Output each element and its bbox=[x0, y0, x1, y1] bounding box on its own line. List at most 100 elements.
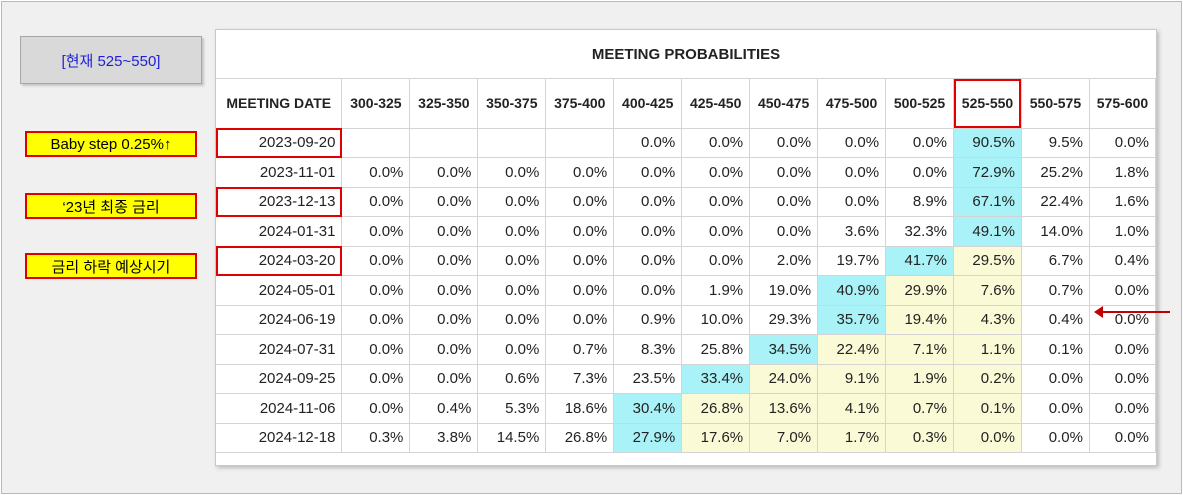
probability-cell: 7.1% bbox=[885, 334, 955, 365]
probability-cell: 18.6% bbox=[545, 393, 615, 424]
probability-cell: 0.0% bbox=[613, 216, 683, 247]
probability-cell: 0.0% bbox=[409, 157, 479, 188]
probability-cell: 25.2% bbox=[1020, 157, 1090, 188]
probability-cell: 0.0% bbox=[409, 363, 479, 394]
probability-cell: 0.0% bbox=[409, 216, 479, 247]
current-rate-label: [현재 525~550] bbox=[20, 36, 202, 84]
probability-cell: 0.3% bbox=[341, 422, 411, 453]
column-header-375-400: 375-400 bbox=[545, 79, 615, 129]
table-row: 2024-09-25 0.0% 0.0% 0.6% 7.3% 23.5% 33.4% 24.0… bbox=[216, 363, 1157, 394]
column-header-425-450: 425-450 bbox=[681, 79, 751, 129]
probability-cell: 0.0% bbox=[817, 186, 887, 217]
probability-cell: 4.3% bbox=[953, 304, 1022, 335]
table-row: 2023-12-13 0.0% 0.0% 0.0% 0.0% 0.0% 0.0% 0.0% 0.… bbox=[216, 186, 1157, 217]
probability-cell: 1.8% bbox=[1088, 157, 1157, 188]
header-row: MEETING DATE 300-325 325-350 350-375 375-400… bbox=[216, 79, 1157, 129]
meeting-date-cell: 2023-11-01 bbox=[216, 157, 343, 188]
probability-cell: 1.6% bbox=[1088, 186, 1157, 217]
probability-cell: 0.0% bbox=[681, 216, 751, 247]
probability-cell: 0.0% bbox=[1088, 363, 1157, 394]
column-header-meeting-date: MEETING DATE bbox=[216, 79, 343, 129]
probability-cell: 0.0% bbox=[1088, 334, 1157, 365]
probability-cell: 0.0% bbox=[1020, 393, 1090, 424]
probability-cell bbox=[545, 127, 615, 158]
probability-cell: 3.6% bbox=[817, 216, 887, 247]
probability-cell: 0.0% bbox=[545, 275, 615, 306]
callout-rate-cut-timing: 금리 하락 예상시기 bbox=[25, 253, 197, 279]
probability-cell: 0.7% bbox=[885, 393, 955, 424]
probability-cell: 0.6% bbox=[477, 363, 547, 394]
probability-cell: 90.5% bbox=[953, 127, 1022, 158]
probability-cell: 22.4% bbox=[1020, 186, 1090, 217]
probability-cell: 0.0% bbox=[1020, 363, 1090, 394]
meeting-date-cell: 2024-12-18 bbox=[216, 422, 343, 453]
probability-cell: 0.7% bbox=[1020, 275, 1090, 306]
probability-cell: 0.0% bbox=[749, 216, 819, 247]
probability-cell: 3.8% bbox=[409, 422, 479, 453]
probability-cell: 0.0% bbox=[749, 186, 819, 217]
probability-cell: 0.0% bbox=[1088, 127, 1157, 158]
probability-cell: 0.0% bbox=[341, 275, 411, 306]
probability-cell: 13.6% bbox=[749, 393, 819, 424]
column-header-325-350: 325-350 bbox=[409, 79, 479, 129]
probability-cell: 0.0% bbox=[613, 275, 683, 306]
probability-cell: 0.0% bbox=[341, 334, 411, 365]
probability-cell: 10.0% bbox=[681, 304, 751, 335]
probability-cell: 0.0% bbox=[409, 245, 479, 276]
probability-cell: 0.0% bbox=[681, 245, 751, 276]
probability-cell: 26.8% bbox=[681, 393, 751, 424]
probability-cell: 0.0% bbox=[409, 304, 479, 335]
probability-cell: 0.0% bbox=[817, 127, 887, 158]
probabilities-panel: MEETING PROBABILITIES MEETING DATE 300-32… bbox=[215, 29, 1170, 466]
probability-cell: 29.9% bbox=[885, 275, 955, 306]
probability-cell: 0.1% bbox=[953, 393, 1022, 424]
probability-cell: 0.4% bbox=[1020, 304, 1090, 335]
meeting-date-cell: 2024-07-31 bbox=[216, 334, 343, 365]
probability-cell: 0.0% bbox=[545, 304, 615, 335]
table-row: 2023-11-01 0.0% 0.0% 0.0% 0.0% 0.0% 0.0% 0.0% 0.… bbox=[216, 157, 1157, 188]
probability-cell: 29.3% bbox=[749, 304, 819, 335]
probability-cell: 0.0% bbox=[613, 157, 683, 188]
probability-cell: 0.0% bbox=[613, 245, 683, 276]
probability-cell: 35.7% bbox=[817, 304, 887, 335]
probability-cell: 0.0% bbox=[1088, 422, 1157, 453]
callout-final-rate: ‘23년 최종 금리 bbox=[25, 193, 197, 219]
probability-cell: 0.0% bbox=[477, 186, 547, 217]
column-header-300-325: 300-325 bbox=[341, 79, 411, 129]
probability-cell: 30.4% bbox=[613, 393, 683, 424]
column-header-350-375: 350-375 bbox=[477, 79, 547, 129]
column-header-575-600: 575-600 bbox=[1088, 79, 1157, 129]
probability-cell: 0.0% bbox=[545, 157, 615, 188]
probability-cell: 0.0% bbox=[341, 304, 411, 335]
probability-cell: 49.1% bbox=[953, 216, 1022, 247]
probability-cell: 0.0% bbox=[477, 275, 547, 306]
column-header-500-525: 500-525 bbox=[885, 79, 955, 129]
probability-cell: 0.0% bbox=[341, 216, 411, 247]
meeting-date-cell: 2023-09-20 bbox=[216, 127, 343, 158]
probability-cell: 22.4% bbox=[817, 334, 887, 365]
probability-cell: 17.6% bbox=[681, 422, 751, 453]
probability-cell: 26.8% bbox=[545, 422, 615, 453]
column-header-550-575: 550-575 bbox=[1020, 79, 1090, 129]
probability-cell: 0.0% bbox=[409, 334, 479, 365]
probability-cell: 14.0% bbox=[1020, 216, 1090, 247]
probability-cell: 0.0% bbox=[1020, 422, 1090, 453]
probability-cell: 9.1% bbox=[817, 363, 887, 394]
probability-cell: 0.0% bbox=[681, 127, 751, 158]
table-row: 2024-05-01 0.0% 0.0% 0.0% 0.0% 0.0% 1.9% 19.0% 4… bbox=[216, 275, 1157, 306]
probability-cell: 8.9% bbox=[885, 186, 955, 217]
table-row: 2023-09-20 0.0% 0.0% 0.0% 0.0% 0.0% 90.5% 9.5% 0… bbox=[216, 127, 1157, 158]
probability-cell: 6.7% bbox=[1020, 245, 1090, 276]
probability-cell: 23.5% bbox=[613, 363, 683, 394]
column-header-475-500: 475-500 bbox=[817, 79, 887, 129]
probability-cell: 0.0% bbox=[477, 216, 547, 247]
probability-cell: 2.0% bbox=[749, 245, 819, 276]
probability-cell: 19.0% bbox=[749, 275, 819, 306]
probability-cell: 40.9% bbox=[817, 275, 887, 306]
probability-cell: 72.9% bbox=[953, 157, 1022, 188]
probability-cell: 1.7% bbox=[817, 422, 887, 453]
probability-cell: 24.0% bbox=[749, 363, 819, 394]
probability-cell: 7.0% bbox=[749, 422, 819, 453]
probability-cell: 0.0% bbox=[409, 186, 479, 217]
probability-cell: 0.0% bbox=[1088, 275, 1157, 306]
